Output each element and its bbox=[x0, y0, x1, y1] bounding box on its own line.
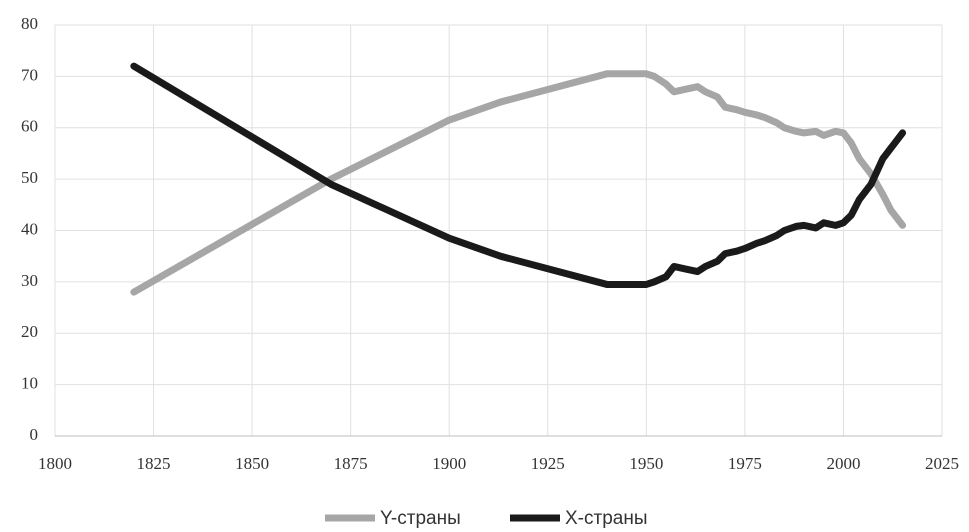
y-tick-label: 20 bbox=[21, 322, 38, 341]
y-tick-label: 50 bbox=[21, 168, 38, 187]
x-tick-label: 1900 bbox=[432, 454, 466, 473]
x-tick-label: 2000 bbox=[826, 454, 860, 473]
x-tick-label: 1925 bbox=[531, 454, 565, 473]
y-tick-label: 40 bbox=[21, 219, 38, 238]
legend-label: X-страны bbox=[565, 508, 648, 529]
line bbox=[130, 62, 907, 288]
x-tick-label: 1875 bbox=[334, 454, 368, 473]
x-tick-label: 1850 bbox=[235, 454, 269, 473]
x-tick-label: 1950 bbox=[629, 454, 663, 473]
y-tick-label: 30 bbox=[21, 271, 38, 290]
y-tick-label: 0 bbox=[30, 425, 39, 444]
y-tick-label: 10 bbox=[21, 374, 38, 393]
x-tick-label: 1825 bbox=[137, 454, 171, 473]
y-tick-label: 60 bbox=[21, 117, 38, 136]
legend-label: Y-страны bbox=[380, 508, 461, 529]
y-tick-label: 70 bbox=[21, 65, 38, 84]
x-tick-label: 1800 bbox=[38, 454, 72, 473]
x-tick-label: 2025 bbox=[925, 454, 959, 473]
line bbox=[130, 70, 907, 296]
y-tick-label: 80 bbox=[21, 14, 38, 33]
x-tick-label: 1975 bbox=[728, 454, 762, 473]
